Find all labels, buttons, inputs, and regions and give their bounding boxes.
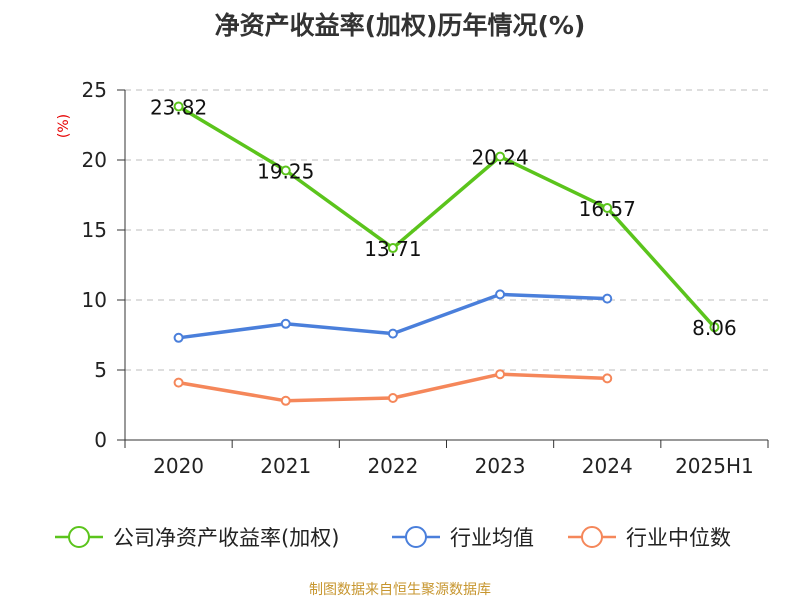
data-point	[495, 151, 506, 162]
data-point	[495, 289, 506, 300]
legend-label: 行业均值	[450, 526, 534, 550]
x-tick-label: 2023	[475, 454, 526, 478]
series-lines	[173, 101, 720, 406]
data-point	[173, 377, 184, 388]
data-point	[602, 203, 613, 214]
data-point	[173, 101, 184, 112]
legend-label: 行业中位数	[626, 526, 731, 550]
data-point	[280, 165, 291, 176]
data-label: 16.57	[579, 197, 636, 221]
series-line	[176, 104, 717, 329]
legend-swatch-marker	[68, 526, 90, 548]
data-label: 23.82	[150, 96, 207, 120]
x-tick-label: 2021	[260, 454, 311, 478]
y-tick-label: 0	[94, 428, 107, 452]
y-tick-label: 10	[82, 288, 107, 312]
legend: 公司净资产收益率(加权) 行业均值 行业中位数	[55, 526, 731, 550]
data-point	[387, 243, 398, 254]
data-point	[602, 293, 613, 304]
data-labels: 23.82 19.25 13.71 20.24 16.57 8.06	[150, 96, 737, 341]
data-point	[709, 322, 720, 333]
data-point	[387, 393, 398, 403]
y-tick-label: 5	[94, 358, 107, 382]
source-note: 制图数据来自恒生聚源数据库	[309, 582, 491, 598]
data-label: 20.24	[471, 146, 528, 170]
data-label: 13.71	[364, 237, 421, 261]
data-point	[387, 328, 398, 339]
legend-item: 行业均值	[392, 526, 534, 550]
data-label: 8.06	[692, 316, 737, 340]
data-point	[280, 395, 291, 406]
y-tick-label: 25	[82, 78, 107, 102]
y-tick-label: 15	[82, 218, 107, 242]
legend-item: 公司净资产收益率(加权)	[55, 526, 339, 550]
chart-title: 净资产收益率(加权)历年情况(%)	[215, 11, 586, 40]
axes: 0 5 10 15 20 25 2020 2021 2022 2023 2024 2025H1	[82, 78, 769, 478]
legend-swatch-marker	[405, 526, 427, 548]
data-point	[495, 369, 506, 380]
legend-label: 公司净资产收益率(加权)	[113, 526, 339, 550]
data-point	[602, 373, 613, 384]
x-tick-label: 2025H1	[675, 454, 754, 478]
x-tick-label: 2020	[153, 454, 204, 478]
y-axis-label: (%)	[56, 114, 72, 138]
x-tick-label: 2022	[367, 454, 418, 478]
x-tick-label: 2024	[582, 454, 633, 478]
data-point	[280, 318, 291, 329]
y-tick-label: 20	[82, 148, 107, 172]
data-label: 19.25	[257, 160, 314, 184]
legend-item: 行业中位数	[568, 526, 731, 550]
grid-lines	[125, 89, 768, 371]
data-point	[173, 332, 184, 343]
legend-swatch-marker	[581, 526, 603, 548]
